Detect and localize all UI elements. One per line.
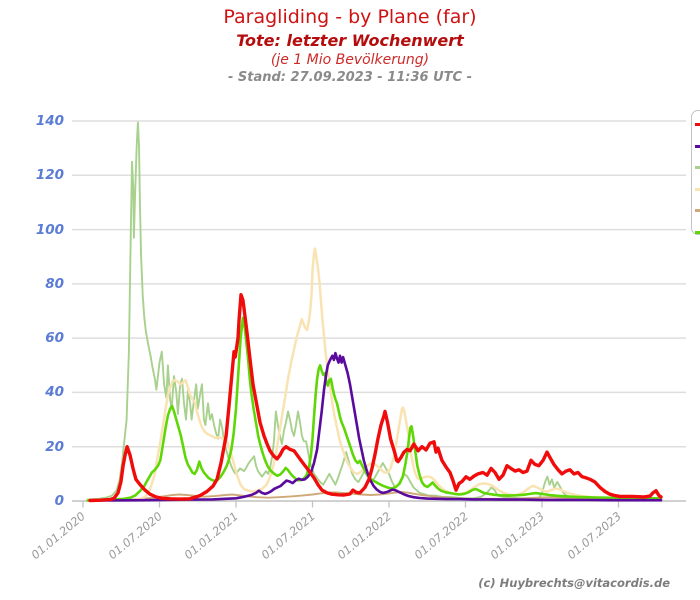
legend-line-marker — [695, 123, 700, 127]
y-tick-label: 80 — [45, 275, 64, 292]
y-tick-label: 100 — [35, 221, 64, 238]
page-title: Paragliding - by Plane (far) — [223, 6, 477, 28]
chart-subtitle: Tote: letzter Wochenwert — [236, 31, 464, 50]
legend-line-marker — [695, 166, 700, 170]
y-tick-label: 40 — [45, 384, 64, 401]
legend-item — [692, 114, 700, 136]
unit-note: (je 1 Mio Bevölkerung) — [270, 52, 430, 68]
legend-item — [692, 222, 700, 244]
status-timestamp: - Stand: 27.09.2023 - 11:36 UTC - — [227, 70, 473, 85]
legend-line-marker — [695, 209, 700, 213]
y-tick-label: 20 — [45, 438, 64, 455]
legend-line-marker — [695, 187, 700, 191]
y-tick-label: 120 — [35, 167, 64, 184]
legend-item — [692, 136, 700, 158]
chart-header: Paragliding - by Plane (far) Tote: letzt… — [0, 0, 700, 85]
legend-item — [692, 200, 700, 222]
copyright-note: (c) Huybrechts@vitacordis.de — [478, 576, 670, 590]
legend-line-marker — [695, 230, 700, 234]
legend-item — [692, 157, 700, 179]
legend-line-marker — [695, 144, 700, 148]
y-tick-label: 140 — [35, 112, 64, 129]
legend-item — [692, 179, 700, 201]
y-tick-label: 0 — [54, 493, 64, 509]
legend-box — [691, 110, 700, 235]
y-tick-label: 60 — [45, 330, 64, 347]
